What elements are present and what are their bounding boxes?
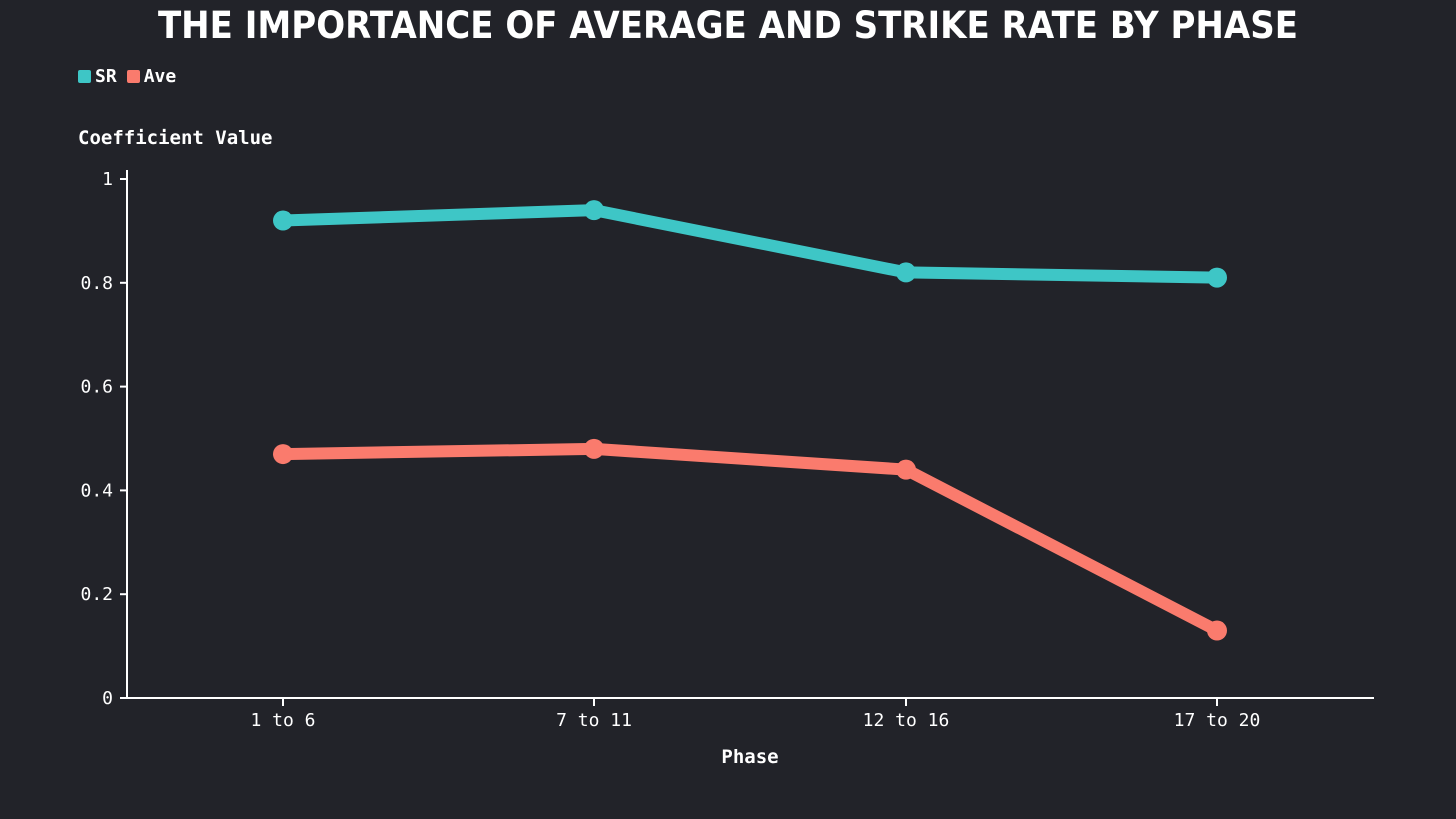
legend: SR Ave bbox=[78, 66, 186, 87]
y-tick-label: 0.4 bbox=[80, 480, 113, 501]
x-tick-label: 17 to 20 bbox=[1174, 710, 1261, 731]
legend-item-sr[interactable]: SR bbox=[78, 66, 117, 87]
legend-swatch-ave bbox=[126, 70, 140, 83]
series-layer bbox=[273, 200, 1227, 641]
legend-label-ave: Ave bbox=[143, 66, 177, 87]
legend-label-sr: SR bbox=[95, 66, 117, 87]
legend-swatch-sr bbox=[78, 70, 91, 83]
x-axis-label: Phase bbox=[721, 746, 779, 768]
x-tick-label: 1 to 6 bbox=[250, 710, 315, 731]
data-point-ave[interactable] bbox=[896, 459, 916, 480]
series-line-ave bbox=[277, 442, 1223, 637]
data-point-sr[interactable] bbox=[896, 262, 916, 283]
legend-item-ave[interactable]: Ave bbox=[126, 66, 177, 87]
data-point-ave[interactable] bbox=[273, 444, 293, 465]
y-tick-label: 1 bbox=[102, 169, 113, 190]
y-tick-label: 0 bbox=[102, 688, 113, 709]
x-tick-label: 12 to 16 bbox=[863, 710, 950, 731]
y-axis-label: Coefficient Value bbox=[78, 127, 273, 149]
y-tick-label: 0.2 bbox=[80, 584, 113, 605]
x-tick-label: 7 to 11 bbox=[556, 710, 632, 731]
data-point-ave[interactable] bbox=[1207, 620, 1227, 641]
series-line-sr bbox=[277, 204, 1223, 284]
data-point-sr[interactable] bbox=[1207, 267, 1227, 288]
data-point-sr[interactable] bbox=[273, 210, 293, 231]
data-point-ave[interactable] bbox=[584, 438, 604, 459]
axes: 0 0.2 0.4 0.6 0.8 1 1 to 6 7 to 11 12 to 16 17 to… bbox=[80, 169, 1374, 731]
chart-title: The Importance of Average and Strike Rat… bbox=[157, 4, 1299, 47]
data-point-sr[interactable] bbox=[584, 200, 604, 221]
y-tick-label: 0.6 bbox=[80, 377, 113, 398]
y-tick-label: 0.8 bbox=[80, 273, 113, 294]
